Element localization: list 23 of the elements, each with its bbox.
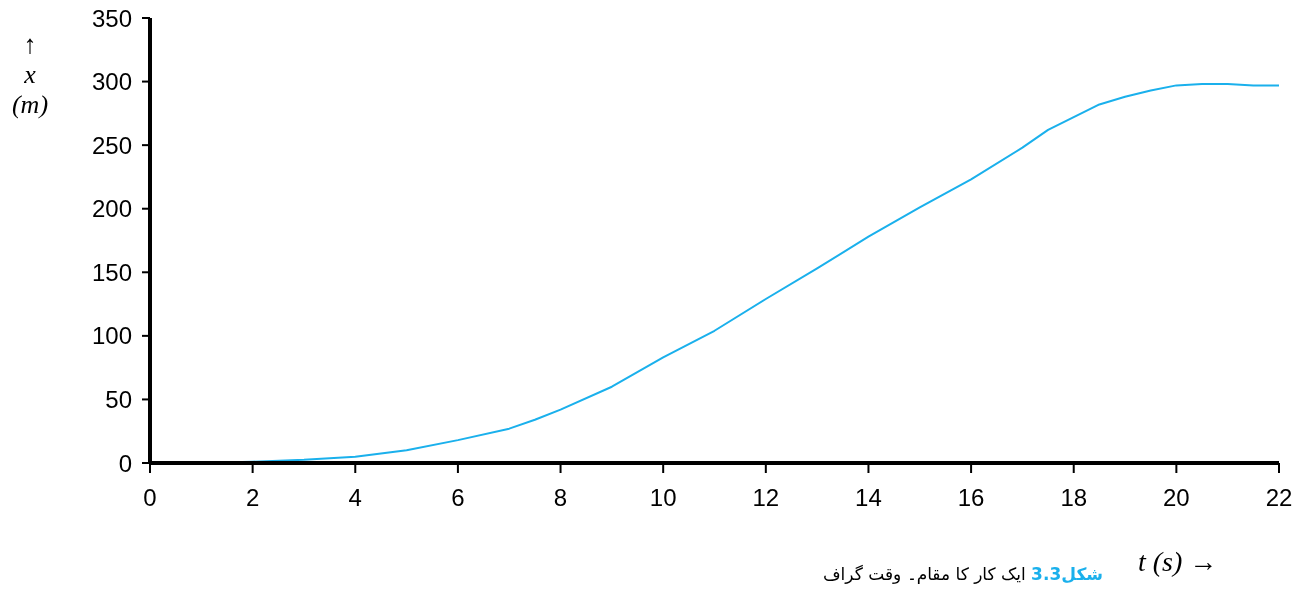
x-tick-label: 18	[1060, 484, 1088, 512]
x-tick-label: 12	[752, 484, 780, 512]
x-tick-label: 22	[1265, 484, 1293, 512]
y-tick-label: 50	[105, 385, 132, 413]
x-tick-label: 8	[553, 484, 568, 512]
y-tick-label: 150	[91, 258, 132, 286]
y-tick-label: 350	[91, 4, 132, 32]
x-tick-label: 4	[348, 484, 362, 512]
x-tick-label: 6	[451, 484, 465, 512]
y-tick-label: 100	[91, 322, 132, 350]
x-tick-label: 14	[855, 484, 882, 512]
x-tick-label: 0	[143, 484, 157, 512]
y-tick-label: 200	[91, 195, 132, 223]
y-tick-label: 300	[91, 68, 132, 96]
x-axis-title: t (s) →	[1138, 546, 1218, 578]
text: شکل3.3 ایک کار کا مقام۔ وقت گراف	[822, 564, 1103, 584]
x-tick-label: 16	[957, 484, 985, 512]
x-tick-label: 20	[1163, 484, 1190, 512]
x-tick-label: 10	[649, 484, 677, 512]
x-tick-label: 2	[245, 484, 260, 512]
y-axis-title: ↑ x (m)	[10, 30, 50, 120]
y-tick-label: 0	[118, 449, 132, 477]
y-tick-label: 250	[91, 131, 132, 159]
